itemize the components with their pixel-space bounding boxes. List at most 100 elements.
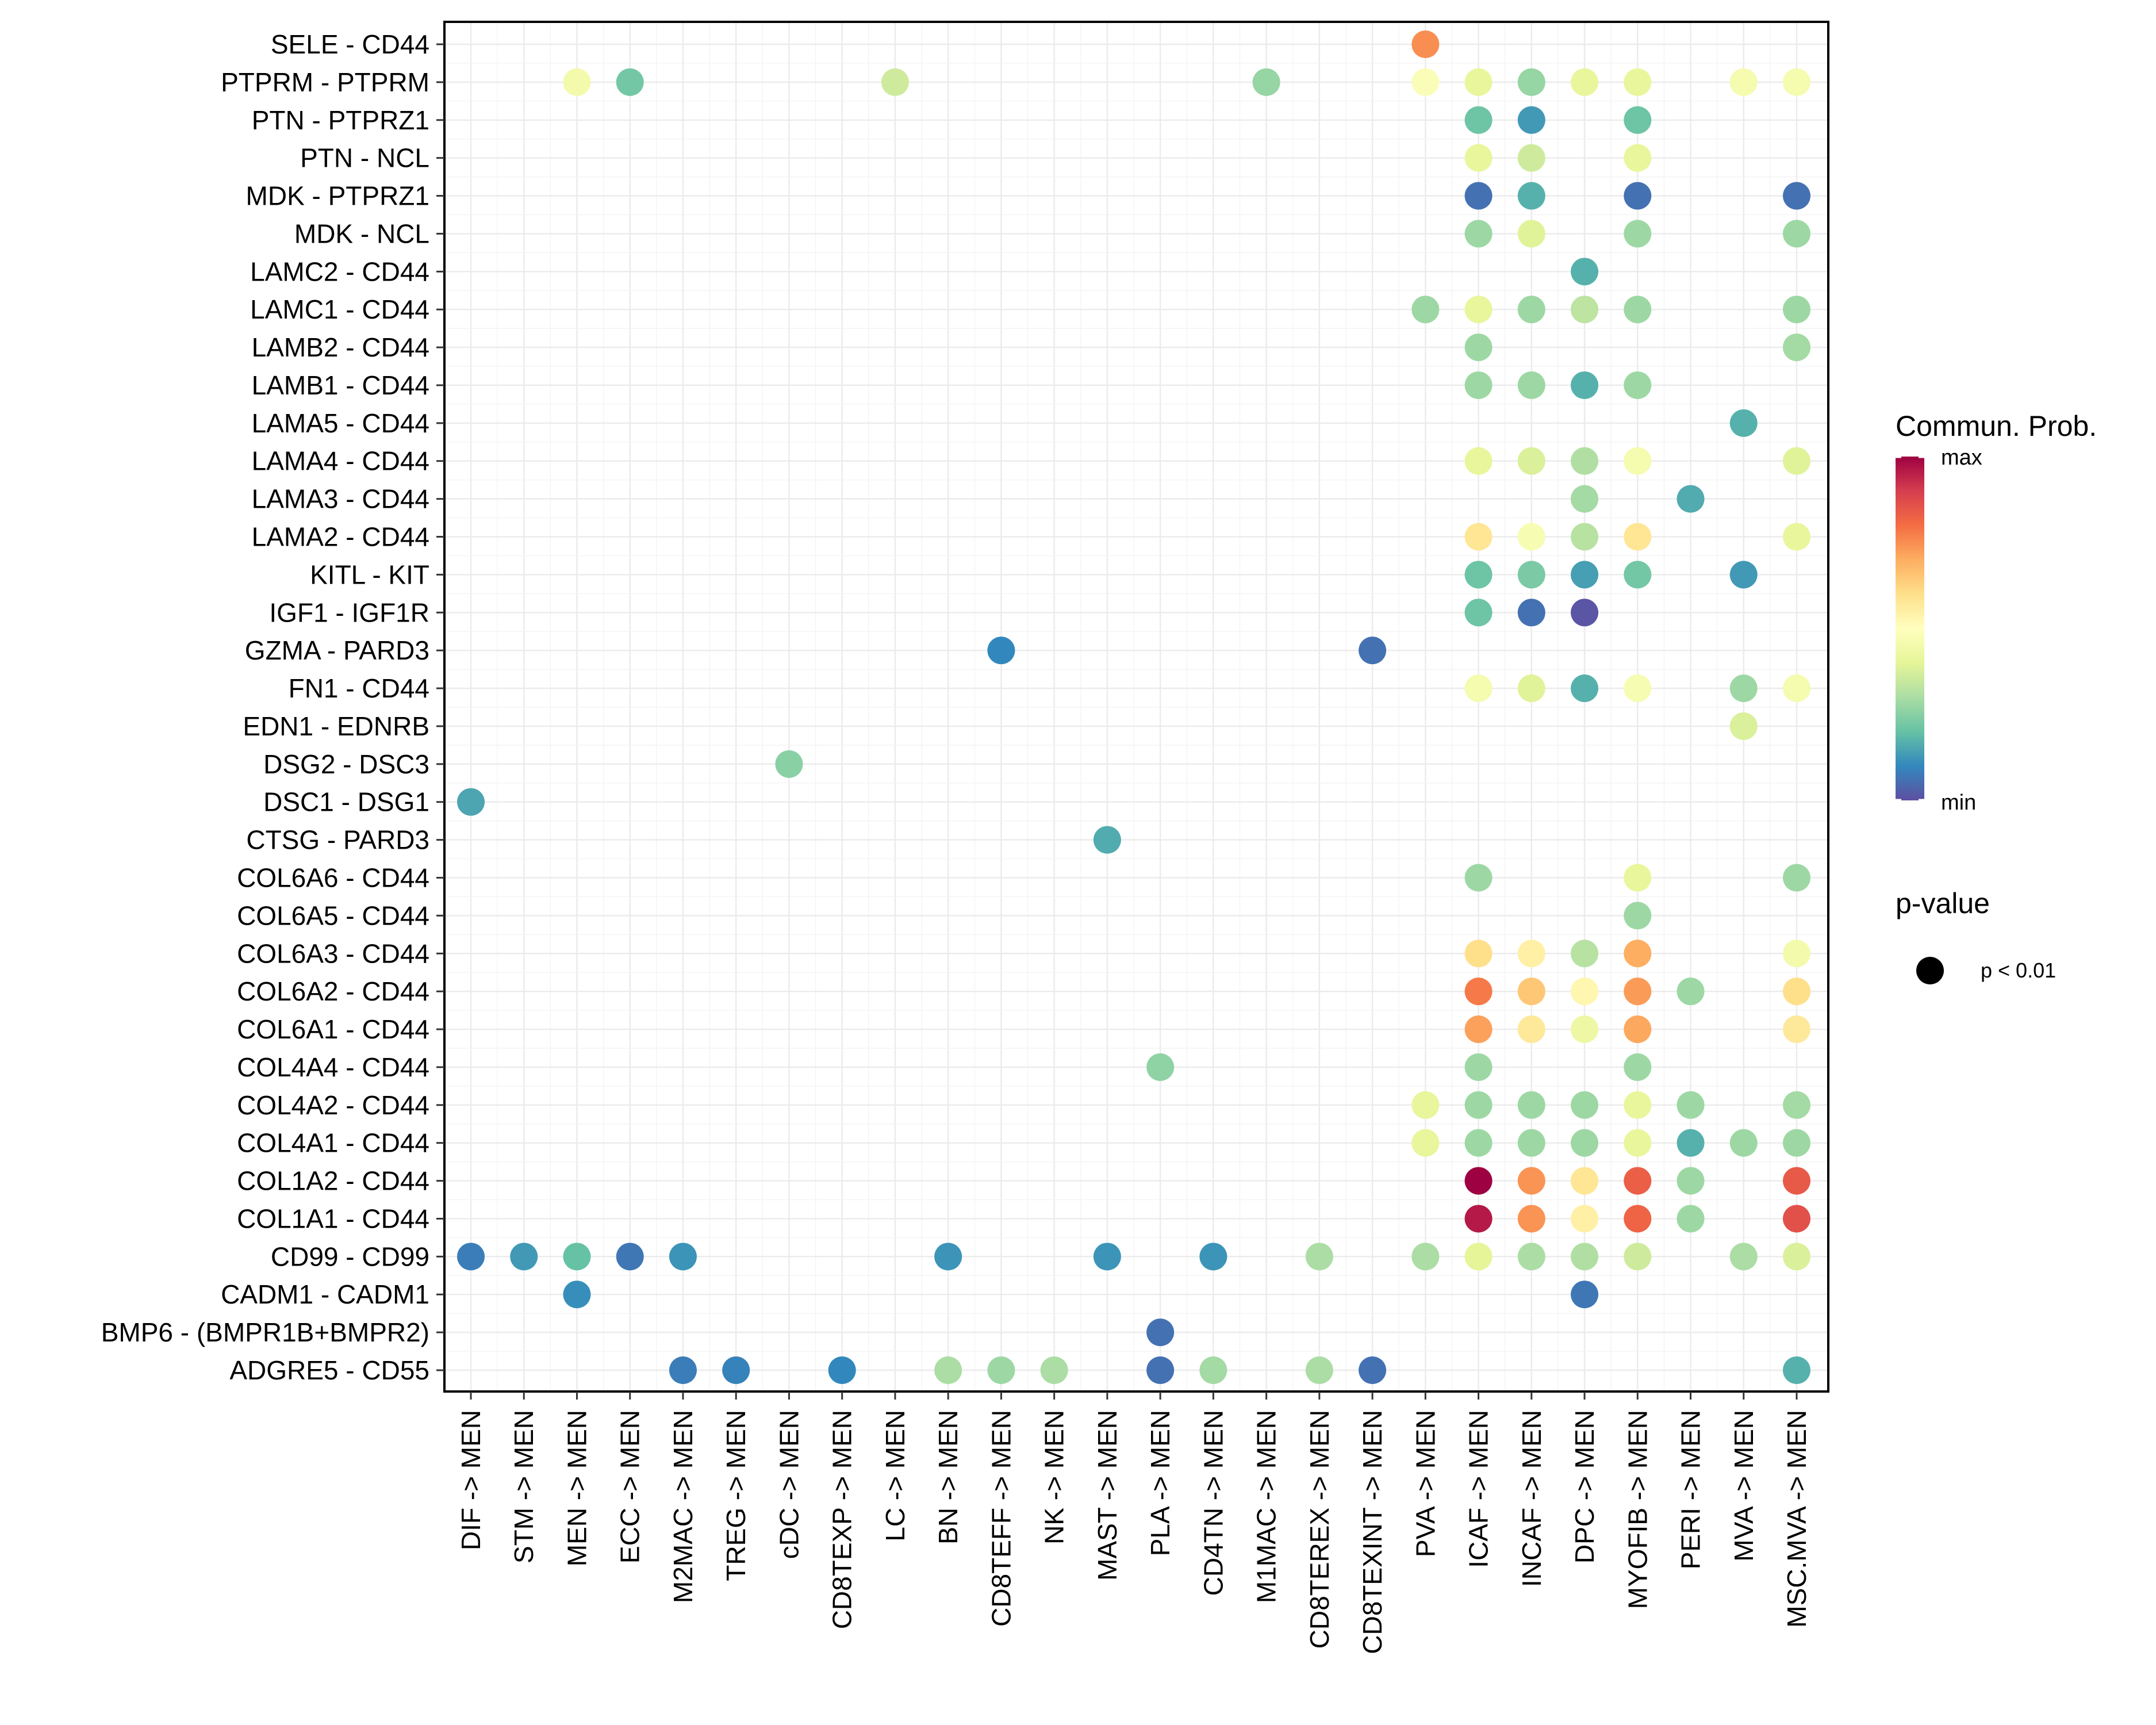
y-tick-label: CD99 - CD99	[271, 1241, 429, 1271]
y-tick-label: BMP6 - (BMPR1B+BMPR2)	[101, 1317, 429, 1347]
data-point	[1783, 447, 1810, 475]
x-tick-label: MEN -> MEN	[562, 1410, 592, 1566]
data-point	[1517, 977, 1545, 1006]
data-point	[1677, 1129, 1705, 1157]
data-point	[881, 68, 909, 96]
data-point	[563, 1281, 591, 1309]
data-point	[1359, 637, 1387, 665]
data-point	[1517, 1243, 1545, 1271]
data-point	[1517, 674, 1545, 703]
x-tick-label: PLA -> MEN	[1145, 1410, 1175, 1556]
data-point	[1571, 258, 1599, 286]
y-tick-label: COL1A2 - CD44	[237, 1166, 429, 1196]
y-tick-label: KITL - KIT	[310, 559, 429, 589]
data-point	[1729, 68, 1758, 96]
data-point	[1517, 182, 1545, 210]
x-tick-label: LC -> MEN	[880, 1410, 910, 1542]
data-point	[1624, 371, 1652, 399]
color-legend-min-label: min	[1941, 791, 1976, 815]
data-point	[1729, 674, 1758, 703]
data-point	[1571, 523, 1599, 551]
data-point	[1624, 561, 1652, 589]
data-point	[1464, 1091, 1493, 1119]
data-point	[1624, 220, 1652, 248]
data-point	[1464, 334, 1493, 362]
data-point	[1783, 1205, 1810, 1233]
data-point	[1146, 1318, 1175, 1347]
data-point	[1571, 1015, 1599, 1044]
data-point	[1624, 296, 1652, 324]
data-point	[775, 750, 803, 778]
data-points	[457, 30, 1810, 1384]
data-point	[1464, 1015, 1493, 1044]
data-point	[457, 1243, 485, 1271]
data-point	[1517, 1015, 1545, 1044]
data-point	[1571, 599, 1599, 627]
data-point	[1783, 977, 1810, 1006]
data-point	[1783, 182, 1810, 210]
x-tick-label: cDC -> MEN	[774, 1410, 804, 1559]
data-point	[934, 1243, 962, 1271]
y-tick-label: COL6A5 - CD44	[237, 900, 429, 930]
data-point	[1624, 1091, 1652, 1119]
y-tick-label: MDK - NCL	[294, 218, 429, 248]
data-point	[563, 68, 591, 96]
data-point	[1624, 68, 1652, 96]
data-point	[1624, 864, 1652, 892]
data-point	[1464, 371, 1493, 399]
data-point	[1517, 371, 1545, 399]
data-point	[1464, 674, 1493, 703]
data-point	[1571, 977, 1599, 1006]
data-point	[1783, 296, 1810, 324]
data-point	[1783, 220, 1810, 248]
size-legend-label: p < 0.01	[1981, 959, 2056, 982]
data-point	[1677, 1205, 1705, 1233]
x-tick-label: NK -> MEN	[1039, 1410, 1069, 1544]
data-point	[722, 1356, 750, 1384]
data-point	[1411, 1091, 1440, 1119]
data-point	[1517, 68, 1545, 96]
data-point	[1624, 1053, 1652, 1081]
data-point	[1783, 523, 1810, 551]
data-point	[1464, 599, 1493, 627]
data-point	[1146, 1356, 1175, 1384]
data-point	[987, 637, 1015, 665]
y-tick-label: LAMB1 - CD44	[252, 370, 429, 400]
data-point	[1517, 1205, 1545, 1233]
y-tick-label: COL6A1 - CD44	[237, 1014, 429, 1044]
data-point	[1571, 1205, 1599, 1233]
data-point	[1199, 1356, 1227, 1384]
y-tick-label: LAMC2 - CD44	[250, 256, 429, 286]
data-point	[1146, 1053, 1175, 1081]
y-tick-label: MDK - PTPRZ1	[246, 181, 429, 211]
data-point	[616, 1243, 644, 1271]
data-point	[1464, 447, 1493, 475]
data-point	[1199, 1243, 1227, 1271]
x-tick-label: CD8TEREX -> MEN	[1305, 1410, 1334, 1649]
x-tick-label: DIF -> MEN	[456, 1410, 486, 1550]
y-tick-label: DSC1 - DSG1	[263, 787, 429, 817]
data-point	[1464, 182, 1493, 210]
data-point	[1571, 1281, 1599, 1309]
x-tick-label: INCAF -> MEN	[1517, 1410, 1547, 1587]
data-point	[1783, 940, 1810, 968]
data-point	[934, 1356, 962, 1384]
data-point	[1783, 68, 1810, 96]
y-tick-label: PTPRM - PTPRM	[221, 67, 429, 97]
x-tick-label: CD8TEXINT -> MEN	[1357, 1410, 1387, 1654]
data-point	[1517, 523, 1545, 551]
x-tick-label: MAST -> MEN	[1092, 1410, 1122, 1581]
data-point	[1464, 940, 1493, 968]
y-tick-label: COL6A6 - CD44	[237, 862, 429, 892]
data-point	[1729, 409, 1758, 437]
data-point	[1571, 68, 1599, 96]
data-point	[1464, 296, 1493, 324]
x-tick-label: MYOFIB -> MEN	[1622, 1410, 1652, 1609]
y-tick-label: GZMA - PARD3	[245, 635, 429, 665]
data-point	[1783, 1015, 1810, 1044]
data-point	[1729, 1129, 1758, 1157]
data-point	[1624, 106, 1652, 134]
color-legend-max-label: max	[1941, 446, 1982, 470]
x-tick-label: BN -> MEN	[933, 1410, 963, 1544]
data-point	[1517, 599, 1545, 627]
